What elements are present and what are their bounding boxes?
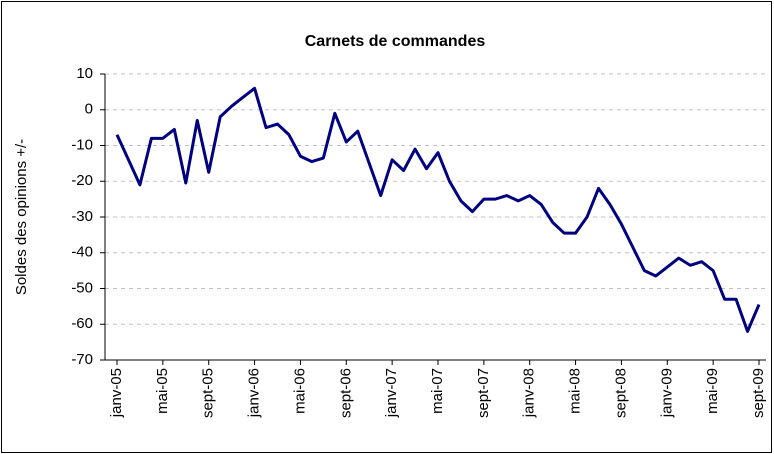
- x-tick-label: mai-08: [567, 368, 584, 414]
- y-tick-label: 0: [85, 101, 93, 118]
- x-tick-label: mai-09: [704, 368, 721, 414]
- y-tick-label: -60: [71, 315, 93, 332]
- x-tick-label: mai-06: [291, 368, 308, 414]
- y-tick-label: -20: [71, 172, 93, 189]
- y-tick-label: -10: [71, 136, 93, 153]
- x-tick-label: sept-05: [200, 368, 217, 418]
- x-tick-label: sept-08: [612, 368, 629, 418]
- x-tick-label: sept-09: [750, 368, 767, 418]
- x-tick-label: janv-06: [246, 368, 263, 418]
- x-tick-label: janv-08: [521, 368, 538, 418]
- x-tick-label: janv-05: [108, 368, 125, 418]
- x-tick-label: sept-07: [475, 368, 492, 418]
- y-tick-label: 10: [76, 65, 93, 82]
- x-tick-label: janv-09: [658, 368, 675, 418]
- chart-title: Carnets de commandes: [305, 33, 486, 50]
- y-tick-label: -30: [71, 208, 93, 225]
- x-tick-label: sept-06: [337, 368, 354, 418]
- x-tick-label: mai-07: [429, 368, 446, 414]
- x-tick-label: mai-05: [154, 368, 171, 414]
- y-tick-label: -40: [71, 244, 93, 261]
- y-tick-label: -70: [71, 351, 93, 368]
- line-series: [115, 86, 761, 333]
- y-tick-label: -50: [71, 279, 93, 296]
- x-tick-label: janv-07: [383, 368, 400, 418]
- y-axis-label: Soldes des opinions +/-: [13, 139, 30, 295]
